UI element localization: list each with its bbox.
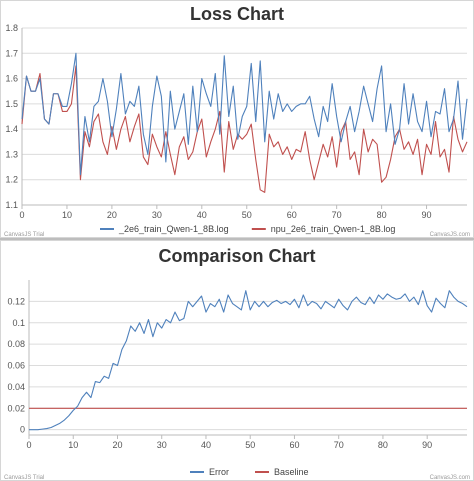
y-tick-label: 0.04: [7, 382, 25, 392]
x-tick-label: 20: [112, 440, 122, 450]
y-tick-label: 1.7: [5, 48, 18, 58]
y-tick-label: 0.02: [7, 403, 25, 413]
x-tick-label: 40: [201, 440, 211, 450]
y-tick-label: 1.8: [5, 23, 18, 33]
legend-label: _2e6_train_Qwen-1_8B.log: [118, 224, 229, 234]
y-tick-label: 1.5: [5, 99, 18, 109]
y-tick-label: 0.06: [7, 361, 25, 371]
series-line-2: [21, 65, 468, 193]
x-tick-label: 70: [334, 440, 344, 450]
y-tick-label: 1.3: [5, 149, 18, 159]
credit-right: CanvasJS.com: [430, 232, 470, 238]
y-tick-label: 0.08: [7, 339, 25, 349]
series-line-1: [29, 290, 468, 431]
legend-label: Error: [209, 467, 229, 477]
credit-right: CanvasJS.com: [430, 475, 470, 481]
x-tick-label: 30: [152, 210, 162, 220]
x-tick-label: 90: [422, 210, 432, 220]
legend-label: Baseline: [274, 467, 309, 477]
credit-left: CanvasJS Trial: [4, 232, 44, 238]
legend-item: _2e6_train_Qwen-1_8B.log: [100, 224, 229, 234]
y-tick-label: 0.12: [7, 296, 25, 306]
y-tick-label: 0: [20, 425, 25, 435]
loss-chart: Loss Chart 1.1 1.2 1.3 1.4 1.5 1.6 1.7 1.8 0 10 20 3…: [4, 4, 470, 238]
legend-label: npu_2e6_train_Qwen-1_8B.log: [271, 224, 396, 234]
comparison-chart: Comparison Chart 0 0.02 0.04 0.06 0.08 0.1 0.12…: [4, 246, 470, 481]
chart-title: Loss Chart: [190, 4, 284, 24]
chart-title: Comparison Chart: [158, 246, 315, 266]
x-tick-label: 10: [68, 440, 78, 450]
loss-chart-panel: Loss Chart 1.1 1.2 1.3 1.4 1.5 1.6 1.7 1.8 0 10 20 3…: [0, 0, 474, 238]
x-tick-label: 50: [242, 210, 252, 220]
x-tick-label: 10: [62, 210, 72, 220]
x-tick-label: 80: [378, 440, 388, 450]
x-tick-label: 0: [19, 210, 24, 220]
legend-item: Baseline: [255, 467, 309, 477]
x-tick-label: 40: [197, 210, 207, 220]
panel-divider: [0, 238, 474, 240]
x-tick-label: 70: [332, 210, 342, 220]
x-tick-label: 80: [377, 210, 387, 220]
legend: Error Baseline: [190, 467, 309, 477]
series-line-1: [21, 52, 468, 176]
comparison-chart-panel: Comparison Chart 0 0.02 0.04 0.06 0.08 0.1 0.12…: [0, 240, 474, 481]
x-tick-label: 0: [26, 440, 31, 450]
x-tick-label: 60: [289, 440, 299, 450]
x-tick-label: 30: [157, 440, 167, 450]
x-tick-label: 50: [245, 440, 255, 450]
y-tick-label: 1.6: [5, 74, 18, 84]
legend-item: Error: [190, 467, 229, 477]
x-tick-label: 90: [422, 440, 432, 450]
credit-left: CanvasJS Trial: [4, 475, 44, 481]
y-tick-label: 0.1: [12, 318, 25, 328]
y-tick-label: 1.1: [5, 200, 18, 210]
legend: _2e6_train_Qwen-1_8B.log npu_2e6_train_Qw…: [100, 224, 395, 234]
y-tick-label: 1.2: [5, 175, 18, 185]
x-tick-label: 20: [107, 210, 117, 220]
y-tick-label: 1.4: [5, 124, 18, 134]
legend-item: npu_2e6_train_Qwen-1_8B.log: [251, 224, 396, 234]
x-tick-label: 60: [287, 210, 297, 220]
